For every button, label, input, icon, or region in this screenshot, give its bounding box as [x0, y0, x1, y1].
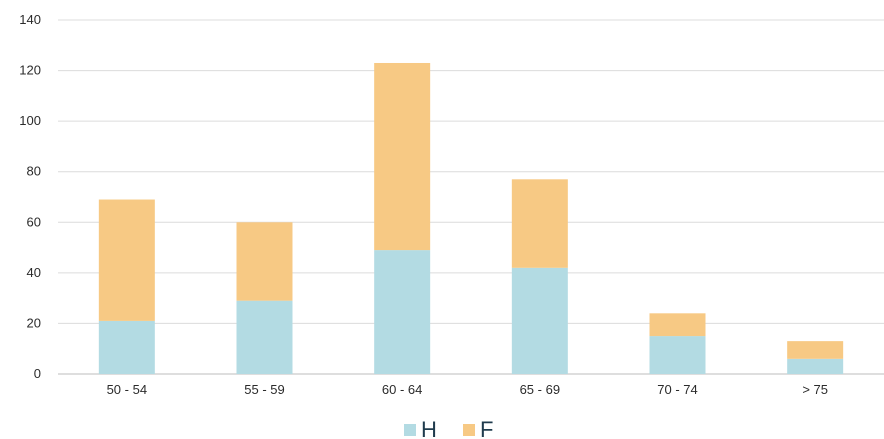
- bar-F-0: [98, 199, 155, 321]
- x-axis-ticks: 50 - 54 55 - 59 60 - 64 65 - 69 70 - 74 > 75: [107, 382, 828, 397]
- y-tick-label-0: 0: [34, 366, 41, 381]
- y-tick-label-4: 80: [27, 164, 41, 179]
- legend-swatch-H: [404, 424, 416, 436]
- bar-F-3: [511, 179, 568, 268]
- bar-H-4: [649, 336, 706, 374]
- x-tick-label-1: 55 - 59: [244, 382, 284, 397]
- bars: [98, 62, 844, 374]
- x-tick-label-2: 60 - 64: [382, 382, 422, 397]
- legend-swatch-F: [463, 424, 475, 436]
- bar-F-5: [787, 341, 844, 359]
- bar-H-0: [98, 320, 155, 374]
- x-tick-label-0: 50 - 54: [107, 382, 147, 397]
- legend-label-F: F: [480, 417, 493, 439]
- bar-H-3: [511, 267, 568, 374]
- bar-F-1: [236, 222, 293, 301]
- x-tick-label-5: > 75: [802, 382, 828, 397]
- y-tick-label-3: 60: [27, 214, 41, 229]
- y-tick-label-5: 100: [19, 113, 41, 128]
- bar-H-1: [236, 300, 293, 374]
- gridlines: [58, 19, 884, 375]
- y-tick-label-2: 40: [27, 265, 41, 280]
- y-tick-label-7: 140: [19, 12, 41, 27]
- legend-label-H: H: [421, 417, 437, 439]
- y-axis-ticks: 0 20 40 60 80 100 120 140: [19, 12, 41, 381]
- x-tick-label-4: 70 - 74: [657, 382, 697, 397]
- bar-H-5: [787, 358, 844, 374]
- bar-H-2: [374, 250, 431, 374]
- bar-F-2: [374, 62, 431, 251]
- x-tick-label-3: 65 - 69: [520, 382, 560, 397]
- y-tick-label-1: 20: [27, 315, 41, 330]
- y-tick-label-6: 120: [19, 63, 41, 78]
- bar-F-4: [649, 313, 706, 337]
